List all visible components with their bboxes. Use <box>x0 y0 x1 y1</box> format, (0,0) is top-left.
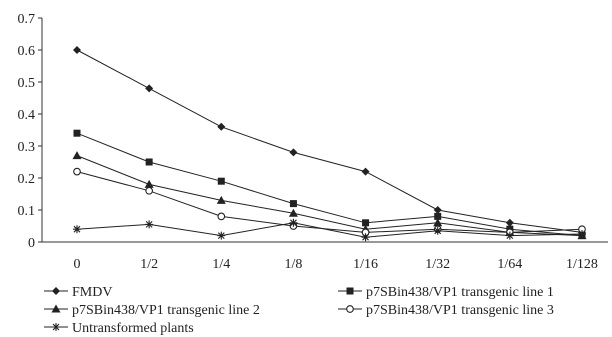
data-point <box>72 151 82 160</box>
data-point <box>217 212 226 221</box>
data-point <box>73 167 81 176</box>
legend-item: p7SBin438/VP1 transgenic line 2 <box>44 303 260 318</box>
series-1 <box>73 46 586 237</box>
data-point <box>73 46 81 54</box>
x-tick-label: 1/4 <box>212 257 230 272</box>
data-point <box>289 218 298 227</box>
x-tick-label: 1/16 <box>353 257 378 272</box>
x-tick-label: 1/2 <box>140 257 158 272</box>
data-point <box>433 218 443 227</box>
legend-item: FMDV <box>44 285 112 300</box>
legend-label: p7SBin438/VP1 transgenic line 1 <box>366 285 554 300</box>
x-tick-label: 0 <box>74 257 81 272</box>
legend-label: Untransformed plants <box>72 321 194 336</box>
legend-item: Untransformed plants <box>44 321 194 336</box>
data-point <box>145 84 154 93</box>
data-point <box>145 186 153 195</box>
chart-legend: FMDV p7SBin438/VP1 transgenic line 1 p7SBi… <box>44 285 554 336</box>
y-tick-label: 0.1 <box>18 204 36 219</box>
legend-label: p7SBin438/VP1 transgenic line 3 <box>366 303 554 318</box>
series-line <box>76 155 583 237</box>
legend-marker <box>52 323 60 331</box>
x-tick-label: 1/128 <box>566 257 598 272</box>
data-point <box>361 233 370 242</box>
data-point <box>434 212 442 220</box>
legend-marker <box>346 287 354 295</box>
y-tick-label: 0.7 <box>18 12 36 27</box>
data-point <box>505 231 514 240</box>
series-line <box>76 49 583 233</box>
legend-label: FMDV <box>72 285 112 300</box>
y-tick-label: 0.5 <box>18 76 36 91</box>
x-tick-label: 1/64 <box>497 257 522 272</box>
data-point <box>217 231 226 240</box>
data-point <box>289 148 298 157</box>
legend-label: p7SBin438/VP1 transgenic line 2 <box>72 303 260 318</box>
data-point <box>288 208 298 217</box>
x-axis-ticks: 0 1/2 1/4 1/8 1/16 1/32 1/64 1/128 <box>74 257 598 272</box>
data-point <box>145 158 153 166</box>
data-point <box>145 220 154 229</box>
data-point <box>73 129 81 137</box>
series-line <box>76 222 583 238</box>
legend-marker <box>52 287 60 295</box>
data-point <box>73 225 81 234</box>
legend-item: p7SBin438/VP1 transgenic line 1 <box>338 285 554 300</box>
x-tick-label: 1/8 <box>284 257 302 272</box>
data-point <box>217 177 225 185</box>
data-point <box>361 167 370 176</box>
data-point <box>505 218 514 227</box>
data-point <box>217 122 226 131</box>
legend-marker <box>346 305 354 313</box>
y-tick-label: 0.3 <box>18 140 36 155</box>
data-point <box>216 195 226 204</box>
data-point <box>362 219 370 227</box>
y-tick-label: 0.6 <box>18 44 36 59</box>
y-tick-label: 0.2 <box>18 172 36 187</box>
series-line <box>76 132 583 237</box>
legend-marker <box>51 304 61 313</box>
y-tick-label: 0 <box>28 236 35 251</box>
chart-series <box>72 46 587 242</box>
legend-item: p7SBin438/VP1 transgenic line 3 <box>338 303 554 318</box>
chart-axes <box>41 18 608 243</box>
data-point <box>144 179 154 188</box>
x-tick-label: 1/32 <box>425 257 450 272</box>
y-axis-ticks: 0 0.1 0.2 0.3 0.4 0.5 0.6 0.7 <box>18 12 42 251</box>
data-point <box>578 230 586 238</box>
data-point <box>433 206 442 214</box>
series-line <box>76 171 583 233</box>
data-point <box>289 200 297 208</box>
series-5 <box>73 218 586 242</box>
data-point <box>433 226 442 235</box>
y-tick-label: 0.4 <box>18 108 36 123</box>
